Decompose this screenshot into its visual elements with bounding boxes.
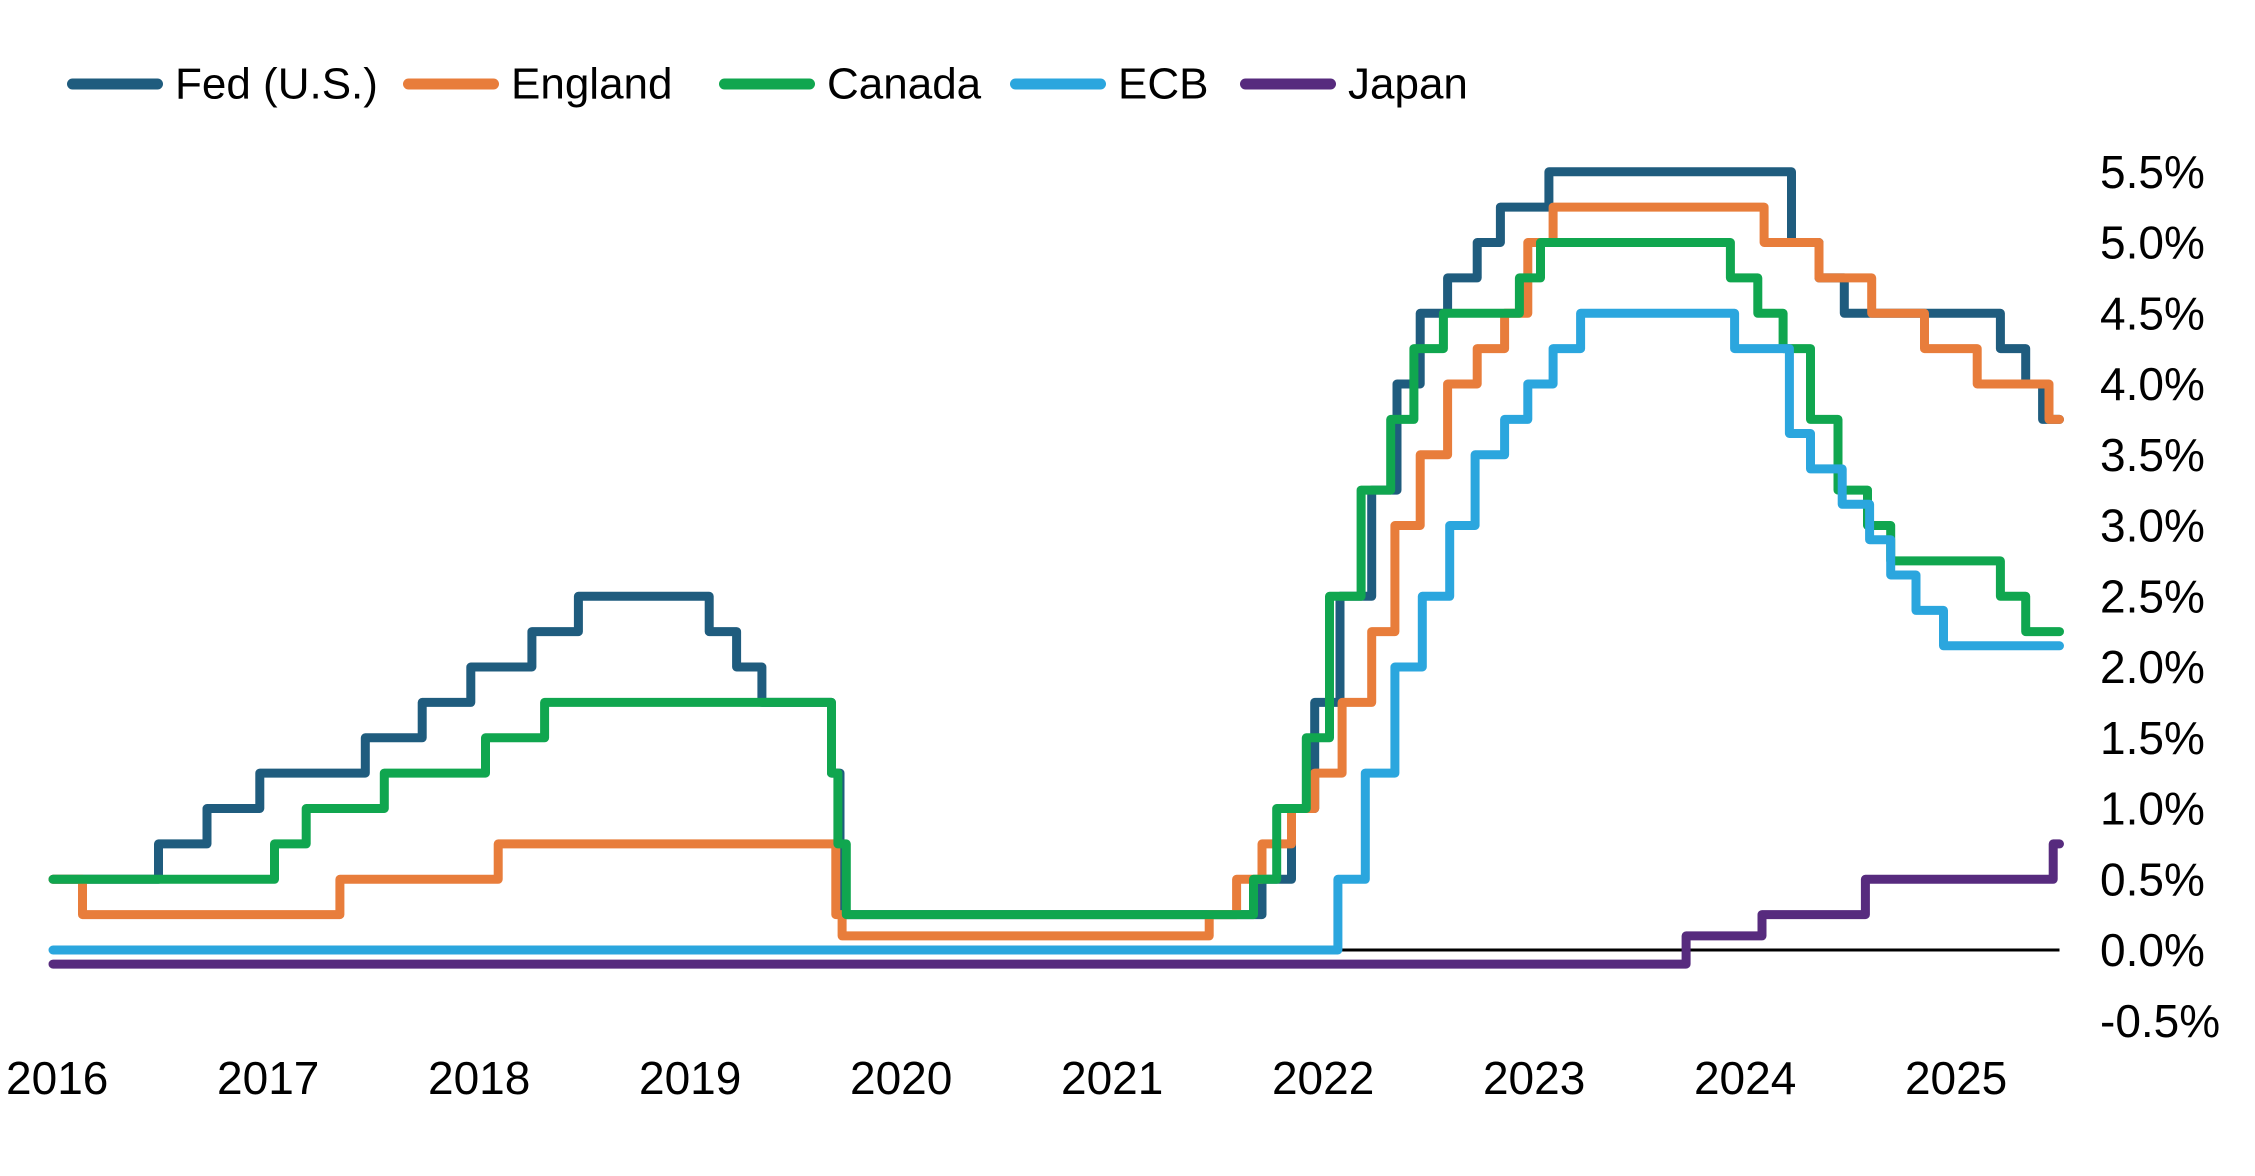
legend-item-ecb: ECB <box>1010 60 1208 109</box>
y-tick-label-5-5: 5.5% <box>2100 146 2205 198</box>
y-tick-label-0: 0.0% <box>2100 924 2205 976</box>
y-tick-label-3: 3.0% <box>2100 500 2205 552</box>
legend-item-canada: Canada <box>719 60 982 109</box>
legend-swatch-canada <box>719 78 815 90</box>
legend-item-fed-u-s: Fed (U.S.) <box>67 60 378 109</box>
y-tick-label-4-5: 4.5% <box>2100 287 2205 339</box>
x-tick-label-2020: 2020 <box>850 1052 952 1104</box>
legend: Fed (U.S.) England Canada ECB Japan <box>67 60 1468 109</box>
y-tick-label-3-5: 3.5% <box>2100 429 2205 481</box>
legend-swatch-ecb <box>1010 78 1106 90</box>
x-tick-label-2021: 2021 <box>1061 1052 1163 1104</box>
x-tick-label-2023: 2023 <box>1483 1052 1585 1104</box>
series-line-ecb <box>48 308 2064 955</box>
x-tick-label-2017: 2017 <box>217 1052 319 1104</box>
x-tick-label-2018: 2018 <box>428 1052 530 1104</box>
y-axis-labels: 5.5% 5.0% 4.5% 4.0% 3.5% 3.0% 2.5% 2.0% 1.5% 1.0%… <box>2100 146 2220 1047</box>
y-tick-label-1: 1.0% <box>2100 783 2205 835</box>
y-tick-label-2-5: 2.5% <box>2100 570 2205 622</box>
legend-label-ecb: ECB <box>1118 60 1208 109</box>
y-tick-label-2: 2.0% <box>2100 641 2205 693</box>
legend-label-japan: Japan <box>1348 60 1468 109</box>
y-tick-label-1-5: 1.5% <box>2100 712 2205 764</box>
x-tick-label-2016: 2016 <box>6 1052 108 1104</box>
series-line-england <box>48 202 2064 941</box>
series-line-japan <box>48 839 2064 969</box>
legend-label-england: England <box>511 60 672 109</box>
y-tick-label-4: 4.0% <box>2100 358 2205 410</box>
x-tick-label-2024: 2024 <box>1694 1052 1796 1104</box>
x-tick-label-2025: 2025 <box>1905 1052 2007 1104</box>
x-tick-label-2022: 2022 <box>1272 1052 1374 1104</box>
legend-swatch-fed-u-s <box>67 78 163 90</box>
legend-swatch-japan <box>1240 78 1336 90</box>
y-tick-label-5: 5.0% <box>2100 217 2205 269</box>
series-lines <box>48 167 2064 969</box>
series-line-canada <box>48 238 2064 920</box>
legend-swatch-england <box>403 78 499 90</box>
x-axis-labels: 2016 2017 2018 2019 2020 2021 2022 2023 2024 2025 <box>6 1052 2007 1104</box>
legend-label-canada: Canada <box>827 60 982 109</box>
y-tick-label--0-5: -0.5% <box>2100 995 2220 1047</box>
legend-item-japan: Japan <box>1240 60 1468 109</box>
legend-item-england: England <box>403 60 672 109</box>
x-tick-label-2019: 2019 <box>639 1052 741 1104</box>
legend-label-fed-u-s: Fed (U.S.) <box>175 60 378 109</box>
y-tick-label-0-5: 0.5% <box>2100 853 2205 905</box>
